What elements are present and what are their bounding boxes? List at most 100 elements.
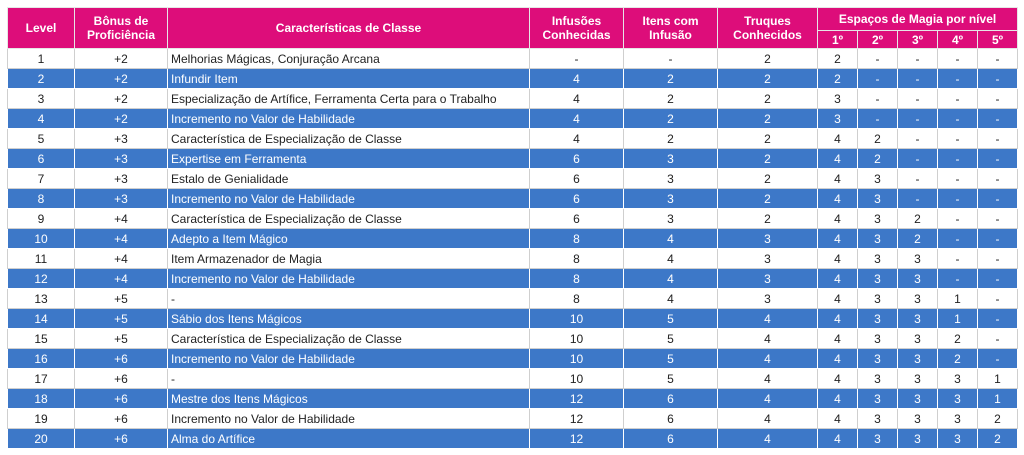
cantrips-cell: 4 [717,428,818,449]
slot-3-cell: - [897,148,938,169]
infused-items-cell: 6 [623,408,718,429]
slot-5-cell: - [976,288,1019,309]
table-row: 12 +4 Incremento no Valor de Habilidade 8 4 3… [7,268,1019,289]
level-cell: 12 [7,268,75,289]
level-cell: 14 [7,308,75,329]
slot-2-cell: 3 [857,208,898,229]
slot-2-cell: 3 [857,308,898,329]
slot-3-cell: - [897,108,938,129]
infused-items-cell: 4 [623,268,718,289]
proficiency-cell: +5 [74,288,168,309]
infused-items-cell: 6 [623,428,718,449]
slot-5-cell: 1 [976,368,1019,389]
slot-5-cell: - [976,248,1019,269]
slot-2-cell: 3 [857,248,898,269]
infused-items-cell: - [623,48,718,69]
slot-4-cell: 1 [937,288,978,309]
proficiency-cell: +2 [74,68,168,89]
header-slot-3: 3º [897,30,938,49]
proficiency-cell: +6 [74,428,168,449]
table-row: 6 +3 Expertise em Ferramenta 6 3 2 4 2- - - [7,148,1019,169]
table-row: 16 +6 Incremento no Valor de Habilidade 10 5… [7,348,1019,369]
proficiency-cell: +2 [74,48,168,69]
slot-5-cell: - [976,308,1019,329]
cantrips-cell: 2 [717,128,818,149]
feature-cell: Incremento no Valor de Habilidade [167,348,530,369]
artificer-class-table: Level Bônus de Proficiência Característi… [7,7,1019,449]
feature-cell: Incremento no Valor de Habilidade [167,108,530,129]
slot-2-cell: 3 [857,288,898,309]
slot-4-cell: 3 [937,368,978,389]
infusions-cell: 12 [529,428,624,449]
infused-items-cell: 3 [623,188,718,209]
feature-cell: Item Armazenador de Magia [167,248,530,269]
slot-2-cell: 3 [857,228,898,249]
feature-cell: Mestre dos Itens Mágicos [167,388,530,409]
slot-3-cell: - [897,48,938,69]
slot-3-cell: 3 [897,268,938,289]
slot-3-cell: 3 [897,288,938,309]
slot-3-cell: 3 [897,328,938,349]
proficiency-cell: +2 [74,88,168,109]
feature-cell: Alma do Artífice [167,428,530,449]
slot-4-cell: - [937,208,978,229]
cantrips-cell: 4 [717,408,818,429]
slot-4-cell: 3 [937,428,978,449]
header-slot-5: 5º [976,30,1019,49]
level-cell: 19 [7,408,75,429]
slot-1-cell: 4 [817,188,858,209]
header-infused-items: Itens com Infusão [623,7,718,49]
slot-5-cell: - [976,108,1019,129]
level-cell: 16 [7,348,75,369]
slot-3-cell: - [897,68,938,89]
slot-2-cell: - [857,88,898,109]
slot-2-cell: 3 [857,328,898,349]
cantrips-cell: 4 [717,368,818,389]
feature-cell: Incremento no Valor de Habilidade [167,268,530,289]
slot-4-cell: - [937,268,978,289]
header-proficiency: Bônus de Proficiência [74,7,168,49]
table-row: 15 +5 Característica de Especialização de … [7,328,1019,349]
slot-1-cell: 4 [817,428,858,449]
slot-3-cell: - [897,88,938,109]
slot-3-cell: 3 [897,348,938,369]
infusions-cell: 6 [529,148,624,169]
slot-1-cell: 4 [817,208,858,229]
infusions-cell: - [529,48,624,69]
feature-cell: Expertise em Ferramenta [167,148,530,169]
slot-5-cell: - [976,268,1019,289]
infusions-cell: 6 [529,188,624,209]
proficiency-cell: +4 [74,268,168,289]
infused-items-cell: 5 [623,368,718,389]
infusions-cell: 10 [529,308,624,329]
level-cell: 8 [7,188,75,209]
slot-3-cell: 3 [897,408,938,429]
slot-4-cell: - [937,88,978,109]
slot-4-cell: - [937,108,978,129]
slot-3-cell: 3 [897,248,938,269]
infused-items-cell: 2 [623,88,718,109]
class-table-container: Level Bônus de Proficiência Característi… [7,7,1019,449]
slot-1-cell: 4 [817,128,858,149]
level-cell: 20 [7,428,75,449]
table-body: 1 +2 Melhorias Mágicas, Conjuração Arcana -… [7,48,1019,449]
slot-5-cell: - [976,328,1019,349]
slot-1-cell: 4 [817,288,858,309]
infused-items-cell: 5 [623,308,718,329]
proficiency-cell: +3 [74,148,168,169]
slot-2-cell: 2 [857,128,898,149]
slot-2-cell: 3 [857,408,898,429]
level-cell: 3 [7,88,75,109]
slot-3-cell: - [897,188,938,209]
slot-5-cell: - [976,168,1019,189]
slot-2-cell: 2 [857,148,898,169]
infusions-cell: 6 [529,168,624,189]
cantrips-cell: 3 [717,288,818,309]
slot-2-cell: 3 [857,268,898,289]
infusions-cell: 12 [529,408,624,429]
table-row: 2 +2 Infundir Item 4 2 2 2- - - - [7,68,1019,89]
slot-4-cell: - [937,48,978,69]
cantrips-cell: 2 [717,48,818,69]
slot-2-cell: 3 [857,168,898,189]
slot-4-cell: - [937,188,978,209]
